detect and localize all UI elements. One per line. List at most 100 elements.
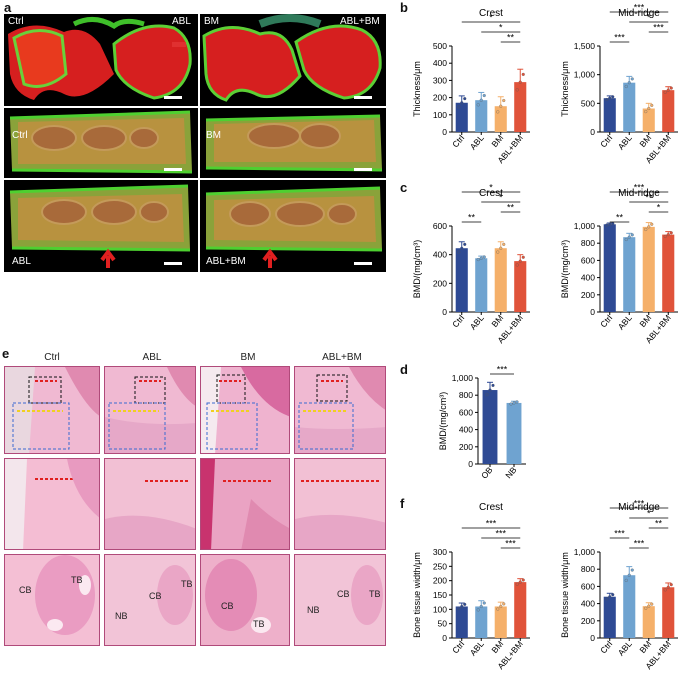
he-annotation: CB <box>337 589 350 599</box>
data-point <box>521 72 525 76</box>
y-axis-label: Bone tissue width/μm <box>412 552 422 638</box>
he-column-title: ABL <box>142 352 162 363</box>
data-point <box>630 233 634 237</box>
y-tick-label: 150 <box>433 590 447 600</box>
he-row1-ctrl <box>4 366 100 454</box>
he-annotation: TB <box>369 589 381 599</box>
y-tick-label: 50 <box>438 619 448 629</box>
data-point <box>666 585 670 589</box>
panel-letter-e: e <box>2 346 10 361</box>
chart-f-midridge: Mid-ridge 0 200 400 600 800 1,000 Bone tissue w… <box>560 499 678 671</box>
y-tick-label: 0 <box>442 127 447 137</box>
y-tick-label: 400 <box>433 58 447 68</box>
significance-label: * <box>657 203 661 213</box>
y-tick-label: 400 <box>581 273 595 283</box>
data-point <box>647 225 651 229</box>
y-tick-label: 200 <box>433 278 447 288</box>
he-annotation: CB <box>149 591 162 601</box>
chart-title: Crest <box>479 188 503 199</box>
data-point <box>499 104 503 108</box>
y-tick-label: 800 <box>459 390 473 400</box>
microct-bottom-ablbm: ABL+BM <box>200 180 386 272</box>
data-point <box>647 604 651 608</box>
he-row3-ctrl: CB TB <box>4 554 100 646</box>
x-tick-label: Ctrl <box>450 133 466 150</box>
x-tick-label: Ctrl <box>598 313 614 330</box>
y-tick-label: 0 <box>442 307 447 317</box>
bar-abl-bm <box>662 90 675 132</box>
tile-label: BM <box>206 130 221 141</box>
y-tick-label: 200 <box>581 290 595 300</box>
data-point <box>663 588 667 592</box>
y-tick-label: 200 <box>459 442 473 452</box>
data-point <box>499 604 503 609</box>
he-row3-abl: NB CB TB <box>104 554 196 646</box>
he-row2-ablbm <box>294 458 386 550</box>
panel-letter-a: a <box>4 0 12 15</box>
bar-ctrl <box>603 98 616 132</box>
significance-label: ** <box>468 213 476 223</box>
significance-label: *** <box>497 365 508 375</box>
x-tick-label: BM <box>637 313 653 329</box>
x-tick-label: Ctrl <box>598 639 614 656</box>
data-point <box>663 234 667 238</box>
bar-bm <box>494 606 507 638</box>
x-tick-label: ABL <box>616 639 634 658</box>
data-point <box>611 593 615 597</box>
he-annotation: TB <box>253 619 265 629</box>
x-tick-label: OB <box>479 465 495 481</box>
data-point <box>491 383 495 387</box>
data-point <box>512 401 516 405</box>
data-point <box>627 573 631 577</box>
data-point <box>666 233 670 237</box>
tile-label: Ctrl <box>12 130 28 141</box>
bar-ctrl <box>603 224 616 312</box>
data-point <box>669 583 673 587</box>
bar-abl <box>475 258 488 312</box>
x-tick-label: Ctrl <box>450 313 466 330</box>
significance-label: *** <box>634 3 645 13</box>
significance-label: *** <box>634 183 645 193</box>
data-point <box>647 106 651 111</box>
bar-ctrl <box>603 596 616 638</box>
significance-label: ** <box>507 203 515 213</box>
data-point <box>482 255 486 259</box>
significance-label: *** <box>634 539 645 549</box>
y-tick-label: 200 <box>433 93 447 103</box>
bar-abl-bm <box>662 587 675 638</box>
panel-letter-b: b <box>400 0 408 15</box>
data-point <box>479 98 483 102</box>
significance-label: *** <box>486 519 497 529</box>
significance-label: * <box>647 13 651 23</box>
y-tick-label: 0 <box>590 127 595 137</box>
data-point <box>650 103 654 107</box>
tile-label: ABL <box>12 256 31 267</box>
panel-letter-d: d <box>400 362 408 377</box>
y-tick-label: 600 <box>433 221 447 231</box>
data-point <box>457 606 461 611</box>
chart-title: Crest <box>479 502 503 513</box>
data-point <box>608 222 612 226</box>
significance-label: * <box>489 13 493 23</box>
he-row2-bm <box>200 458 290 550</box>
data-point <box>608 96 612 100</box>
chart-b-crest: Crest 0 100 200 300 400 500 Thickness/μm Ctrl ABL… <box>412 8 530 165</box>
data-point <box>502 98 506 103</box>
significance-label: ** <box>507 33 515 43</box>
x-tick-label: BM <box>489 133 505 149</box>
data-point <box>518 580 522 584</box>
y-tick-label: 1,000 <box>574 547 596 557</box>
y-tick-label: 600 <box>459 407 473 417</box>
data-point <box>463 242 467 246</box>
y-tick-label: 600 <box>581 581 595 591</box>
x-tick-label: BM <box>637 639 653 655</box>
data-point <box>644 606 648 610</box>
data-point <box>460 246 464 250</box>
data-point <box>496 250 500 254</box>
he-annotation: NB <box>307 605 320 615</box>
data-point <box>611 95 615 99</box>
y-tick-label: 1,000 <box>452 373 474 383</box>
x-tick-label: ABL <box>616 133 634 152</box>
x-tick-label: Ctrl <box>450 639 466 656</box>
data-point <box>518 259 522 263</box>
